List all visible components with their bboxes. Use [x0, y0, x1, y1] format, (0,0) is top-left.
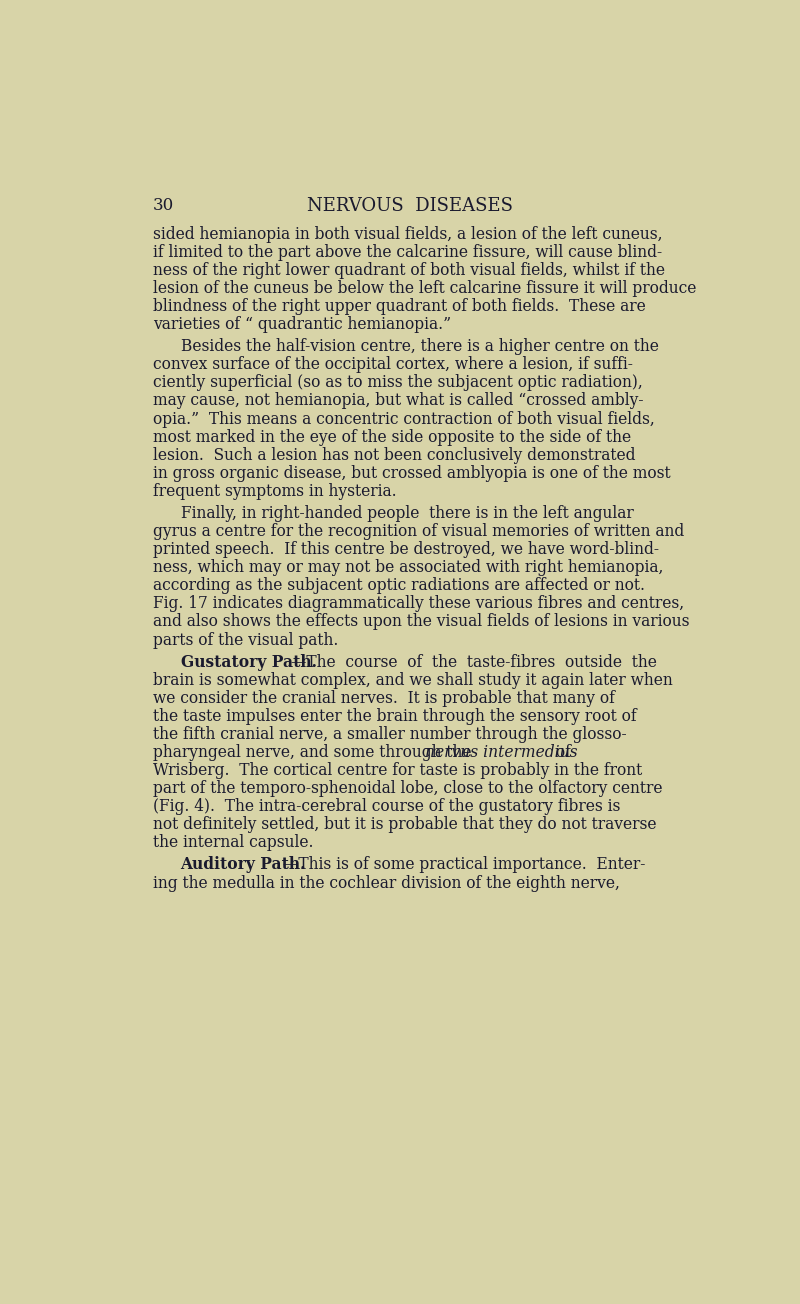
Text: not definitely settled, but it is probable that they do not traverse: not definitely settled, but it is probab…: [153, 816, 656, 833]
Text: may cause, not hemianopia, but what is called “crossed ambly-: may cause, not hemianopia, but what is c…: [153, 393, 643, 409]
Text: brain is somewhat complex, and we shall study it again later when: brain is somewhat complex, and we shall …: [153, 672, 673, 689]
Text: NERVOUS  DISEASES: NERVOUS DISEASES: [307, 197, 513, 215]
Text: convex surface of the occipital cortex, where a lesion, if suffi-: convex surface of the occipital cortex, …: [153, 356, 633, 373]
Text: ness, which may or may not be associated with right hemianopia,: ness, which may or may not be associated…: [153, 559, 663, 576]
Text: Besides the half-vision centre, there is a higher centre on the: Besides the half-vision centre, there is…: [181, 338, 658, 355]
Text: lesion.  Such a lesion has not been conclusively demonstrated: lesion. Such a lesion has not been concl…: [153, 447, 635, 464]
Text: part of the temporo-sphenoidal lobe, close to the olfactory centre: part of the temporo-sphenoidal lobe, clo…: [153, 780, 662, 797]
Text: in gross organic disease, but crossed amblyopia is one of the most: in gross organic disease, but crossed am…: [153, 464, 670, 482]
Text: the taste impulses enter the brain through the sensory root of: the taste impulses enter the brain throu…: [153, 708, 636, 725]
Text: opia.”  This means a concentric contraction of both visual fields,: opia.” This means a concentric contracti…: [153, 411, 654, 428]
Text: 30: 30: [153, 197, 174, 214]
Text: parts of the visual path.: parts of the visual path.: [153, 631, 338, 648]
Text: sided hemianopia in both visual fields, a lesion of the left cuneus,: sided hemianopia in both visual fields, …: [153, 226, 662, 243]
Text: —The  course  of  the  taste-fibres  outside  the: —The course of the taste-fibres outside …: [290, 653, 657, 670]
Text: most marked in the eye of the side opposite to the side of the: most marked in the eye of the side oppos…: [153, 429, 631, 446]
Text: —This is of some practical importance.  Enter-: —This is of some practical importance. E…: [283, 857, 646, 874]
Text: Wrisberg.  The cortical centre for taste is probably in the front: Wrisberg. The cortical centre for taste …: [153, 762, 642, 778]
Text: we consider the cranial nerves.  It is probable that many of: we consider the cranial nerves. It is pr…: [153, 690, 614, 707]
Text: if limited to the part above the calcarine fissure, will cause blind-: if limited to the part above the calcari…: [153, 244, 662, 261]
Text: of: of: [551, 745, 571, 762]
Text: and also shows the effects upon the visual fields of lesions in various: and also shows the effects upon the visu…: [153, 613, 690, 630]
Text: pharyngeal nerve, and some through the: pharyngeal nerve, and some through the: [153, 745, 476, 762]
Text: (Fig. 4).  The intra-cerebral course of the gustatory fibres is: (Fig. 4). The intra-cerebral course of t…: [153, 798, 620, 815]
Text: Auditory Path.: Auditory Path.: [181, 857, 306, 874]
Text: lesion of the cuneus be below the left calcarine fissure it will produce: lesion of the cuneus be below the left c…: [153, 280, 696, 297]
Text: Gustatory Path.: Gustatory Path.: [181, 653, 317, 670]
Text: gyrus a centre for the recognition of visual memories of written and: gyrus a centre for the recognition of vi…: [153, 523, 684, 540]
Text: blindness of the right upper quadrant of both fields.  These are: blindness of the right upper quadrant of…: [153, 299, 646, 316]
Text: the internal capsule.: the internal capsule.: [153, 835, 314, 852]
Text: Finally, in right-handed people  there is in the left angular: Finally, in right-handed people there is…: [181, 505, 634, 522]
Text: the fifth cranial nerve, a smaller number through the glosso-: the fifth cranial nerve, a smaller numbe…: [153, 726, 626, 743]
Text: Fig. 17 indicates diagrammatically these various fibres and centres,: Fig. 17 indicates diagrammatically these…: [153, 596, 684, 613]
Text: printed speech.  If this centre be destroyed, we have word-blind-: printed speech. If this centre be destro…: [153, 541, 658, 558]
Text: ness of the right lower quadrant of both visual fields, whilst if the: ness of the right lower quadrant of both…: [153, 262, 665, 279]
Text: varieties of “ quadrantic hemianopia.”: varieties of “ quadrantic hemianopia.”: [153, 317, 451, 334]
Text: according as the subjacent optic radiations are affected or not.: according as the subjacent optic radiati…: [153, 578, 645, 595]
Text: frequent symptoms in hysteria.: frequent symptoms in hysteria.: [153, 482, 396, 499]
Text: nervus intermedius: nervus intermedius: [426, 745, 578, 762]
Text: ing the medulla in the cochlear division of the eighth nerve,: ing the medulla in the cochlear division…: [153, 875, 619, 892]
Text: ciently superficial (so as to miss the subjacent optic radiation),: ciently superficial (so as to miss the s…: [153, 374, 642, 391]
